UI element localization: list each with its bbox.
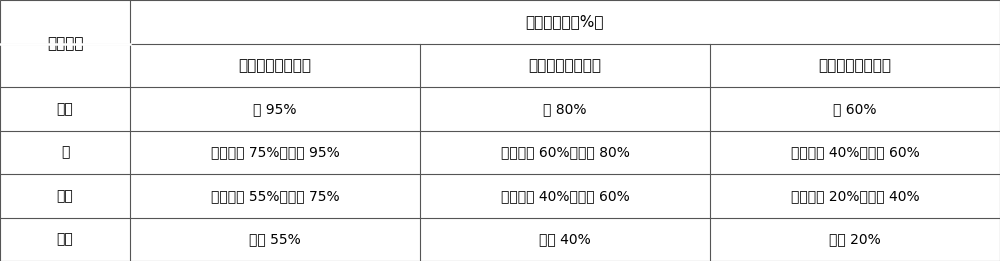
Text: 抗: 抗 <box>61 145 69 159</box>
Text: 》 95%: 》 95% <box>253 102 297 116</box>
Text: 大于等于 20%，小于 40%: 大于等于 20%，小于 40% <box>791 189 919 203</box>
Text: 中抗: 中抗 <box>57 189 73 203</box>
Text: 》 80%: 》 80% <box>543 102 587 116</box>
Text: 高抗: 高抗 <box>57 102 73 116</box>
Text: 四代棉铃虫发生期: 四代棉铃虫发生期 <box>818 58 892 73</box>
Text: 不抗: 不抗 <box>57 232 73 246</box>
Text: 小于 20%: 小于 20% <box>829 232 881 246</box>
Text: 龄期抑制率（%）: 龄期抑制率（%） <box>526 14 604 29</box>
Text: 小于 55%: 小于 55% <box>249 232 301 246</box>
Text: 二代棉铃虫发生期: 二代棉铃虫发生期 <box>239 58 312 73</box>
Text: 大于等于 75%，小于 95%: 大于等于 75%，小于 95% <box>211 145 339 159</box>
Text: 抗性判定: 抗性判定 <box>47 36 83 51</box>
Text: 大于等于 40%，小于 60%: 大于等于 40%，小于 60% <box>791 145 919 159</box>
Text: 大于等于 60%，小于 80%: 大于等于 60%，小于 80% <box>501 145 629 159</box>
Text: 》 60%: 》 60% <box>833 102 877 116</box>
Text: 小于 40%: 小于 40% <box>539 232 591 246</box>
Text: 三代棉铃虫发生期: 三代棉铃虫发生期 <box>528 58 602 73</box>
Text: 大于等于 55%，小于 75%: 大于等于 55%，小于 75% <box>211 189 339 203</box>
Text: 大于等于 40%，小于 60%: 大于等于 40%，小于 60% <box>501 189 629 203</box>
